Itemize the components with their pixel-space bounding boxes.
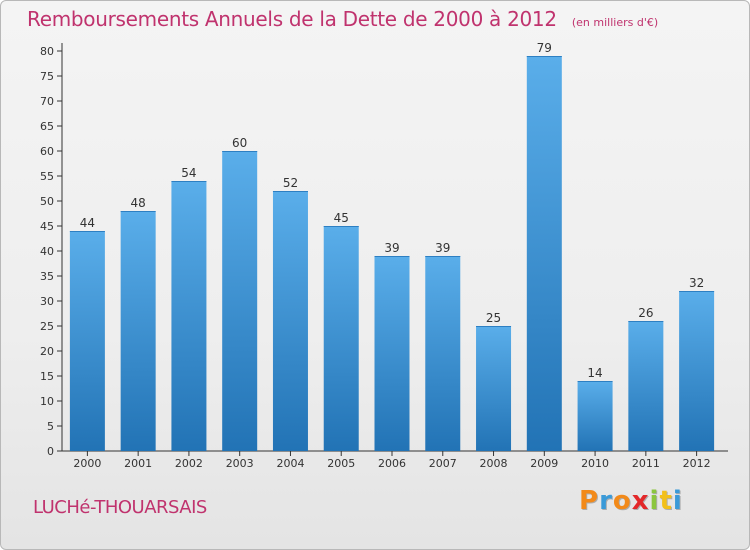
y-tick-label: 80 [40, 45, 54, 58]
y-tick-label: 75 [40, 70, 54, 83]
bar [526, 56, 562, 451]
data-label: 26 [638, 306, 653, 320]
x-tick-label: 2008 [480, 457, 508, 470]
data-label: 60 [232, 136, 247, 150]
y-tick-label: 20 [40, 345, 54, 358]
y-tick-label: 10 [40, 395, 54, 408]
bar [476, 326, 512, 451]
chart-subtitle: (en milliers d'€) [571, 16, 659, 29]
bar [679, 291, 715, 451]
y-tick-label: 35 [40, 270, 54, 283]
x-tick-label: 2001 [124, 457, 152, 470]
data-label: 39 [435, 241, 450, 255]
x-tick-label: 2000 [73, 457, 101, 470]
data-label: 48 [131, 196, 146, 210]
bar [628, 321, 664, 451]
data-label: 45 [334, 211, 349, 225]
x-tick-label: 2002 [175, 457, 203, 470]
y-tick-label: 25 [40, 320, 54, 333]
y-tick-label: 5 [47, 420, 54, 433]
logo-letter: t [659, 486, 673, 516]
bar [425, 256, 461, 451]
y-tick-label: 55 [40, 170, 54, 183]
y-tick-label: 60 [40, 145, 54, 158]
bar [272, 191, 308, 451]
x-tick-label: 2009 [530, 457, 558, 470]
y-tick-label: 40 [40, 245, 54, 258]
data-label: 39 [384, 241, 399, 255]
data-label: 44 [80, 216, 95, 230]
commune-name: LUCHé-THOUARSAIS [33, 497, 207, 518]
y-tick-label: 15 [40, 370, 54, 383]
title-row: Remboursements Annuels de la Dette de 20… [27, 7, 658, 31]
data-label: 52 [283, 176, 298, 190]
x-tick-label: 2007 [429, 457, 457, 470]
y-tick-label: 50 [40, 195, 54, 208]
y-tick-label: 70 [40, 95, 54, 108]
data-label: 79 [537, 41, 552, 55]
x-tick-label: 2011 [632, 457, 660, 470]
logo-letter: i [649, 486, 660, 516]
logo-letter: x [631, 486, 650, 516]
bar [171, 181, 207, 451]
y-tick-label: 65 [40, 120, 54, 133]
x-tick-label: 2010 [581, 457, 609, 470]
logo-letter: o [612, 486, 632, 516]
logo-letter: P [579, 486, 600, 516]
logo-letter: r [599, 486, 613, 516]
x-tick-label: 2012 [683, 457, 711, 470]
y-tick-label: 30 [40, 295, 54, 308]
x-tick-label: 2006 [378, 457, 406, 470]
bar [374, 256, 410, 451]
x-tick-label: 2003 [226, 457, 254, 470]
bar [577, 381, 613, 451]
bar [222, 151, 258, 451]
x-tick-label: 2005 [327, 457, 355, 470]
bar [323, 226, 359, 451]
chart-title: Remboursements Annuels de la Dette de 20… [27, 7, 557, 31]
proxiti-logo: Proxiti [579, 486, 683, 516]
bar [120, 211, 156, 451]
y-tick-label: 45 [40, 220, 54, 233]
bar [69, 231, 105, 451]
data-label: 25 [486, 311, 501, 325]
x-tick-label: 2004 [276, 457, 304, 470]
data-label: 14 [587, 366, 602, 380]
logo-letter: i [672, 486, 683, 516]
data-label: 32 [689, 276, 704, 290]
y-tick-label: 0 [47, 445, 54, 458]
data-label: 54 [181, 166, 196, 180]
